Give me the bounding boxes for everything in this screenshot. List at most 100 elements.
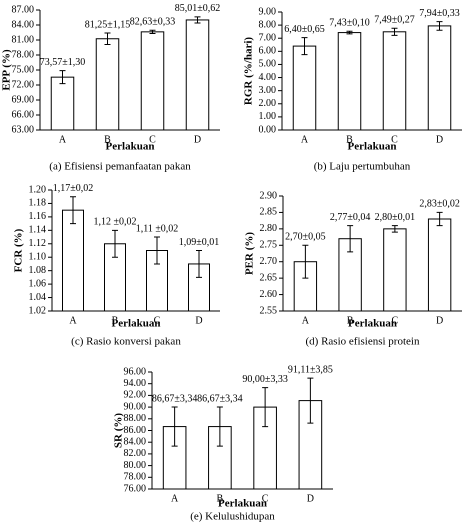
y-tick-label: 7.00	[259, 33, 277, 44]
x-tick-label: B	[104, 134, 111, 145]
value-label: 81,25±1,15	[85, 19, 131, 30]
value-label: 91,11±3,85	[288, 364, 333, 375]
y-axis-title: EPP (%)	[1, 49, 13, 91]
y-tick-label: 81.00	[12, 34, 35, 45]
error-bar	[70, 196, 76, 225]
y-tick-label: 84.00	[124, 436, 147, 447]
error-bar	[149, 29, 156, 34]
bar	[50, 76, 75, 131]
value-label: 82,63±0,33	[130, 16, 176, 27]
x-tick-label: B	[347, 315, 354, 326]
error-bar	[347, 225, 354, 253]
y-tick-label: 78.00	[12, 49, 35, 60]
x-axis-title: Perlakuan	[348, 141, 397, 153]
bar	[337, 32, 362, 131]
y-tick-label: 96.00	[124, 366, 147, 377]
value-label: 7,94±0,33	[419, 8, 460, 19]
y-tick-label: 87.00	[12, 4, 35, 15]
y-axis-title: RGR (%/hari)	[243, 37, 255, 105]
value-label: 86,67±3,34	[152, 393, 198, 404]
y-tick-label: 75.00	[12, 64, 35, 75]
y-tick-label: 4.00	[259, 72, 277, 83]
y-tick-label: 78.00	[124, 472, 147, 483]
y-tick-label: 6.00	[259, 46, 277, 57]
bar	[185, 19, 210, 131]
y-tick-label: 1.14	[29, 225, 47, 236]
y-tick-label: 8.00	[259, 19, 277, 30]
x-tick-label: D	[307, 493, 314, 504]
x-axis-title: Perlakuan	[106, 141, 155, 153]
y-tick-label: 0.00	[259, 124, 277, 135]
y-tick-label: 3.00	[259, 85, 277, 96]
error-bar	[216, 406, 223, 447]
x-tick-label: D	[194, 134, 201, 145]
error-bar	[302, 244, 309, 279]
x-tick-label: A	[59, 134, 67, 145]
caption: (b) Laju pertumbuhan	[314, 161, 411, 173]
y-tick-label: 76.00	[124, 483, 147, 494]
error-bar	[196, 250, 202, 278]
y-tick-label: 84.00	[12, 19, 35, 30]
x-tick-label: D	[436, 315, 443, 326]
error-bar	[194, 16, 201, 24]
value-label: 2,70±0,05	[285, 232, 326, 243]
error-bar	[262, 387, 269, 428]
value-label: 86,67±3,34	[197, 393, 243, 404]
x-tick-label: A	[69, 315, 77, 326]
y-tick-label: 2.00	[259, 98, 277, 109]
error-bar	[391, 225, 398, 233]
error-bar	[154, 236, 160, 265]
y-tick-label: 1.18	[29, 198, 47, 209]
value-label: 90,00±3,33	[242, 374, 288, 385]
y-tick-label: 1.04	[29, 292, 47, 303]
error-bar	[436, 21, 443, 31]
y-tick-label: 69.00	[12, 94, 35, 105]
y-axis-title: SR (%)	[113, 413, 125, 448]
y-tick-label: 1.02	[29, 305, 47, 316]
y-tick-label: 2.70	[260, 256, 278, 267]
error-bar	[346, 30, 353, 35]
value-label: 1,12 ±0,02	[94, 217, 137, 228]
error-bar	[307, 377, 314, 424]
y-tick-label: 92.00	[124, 390, 147, 401]
y-tick-label: 94.00	[124, 378, 147, 389]
bar	[427, 218, 452, 312]
x-tick-label: A	[302, 315, 310, 326]
y-tick-label: 1.06	[29, 278, 47, 289]
value-label: 7,43±0,10	[329, 18, 370, 29]
y-axis-title: FCR (%)	[13, 228, 25, 272]
y-tick-label: 66.00	[12, 109, 35, 120]
y-tick-label: 2.60	[260, 289, 278, 300]
y-tick-label: 72.00	[12, 79, 35, 90]
caption: (a) Efisiensi pemanfaatan pakan	[49, 161, 191, 173]
y-tick-label: 1.16	[29, 211, 47, 222]
value-label: 2,80±0,01	[375, 212, 416, 223]
x-tick-label: D	[195, 315, 202, 326]
bar	[292, 45, 317, 131]
bar	[62, 209, 84, 312]
error-bar	[436, 211, 443, 227]
bar	[382, 31, 407, 131]
x-axis-title: Perlakuan	[348, 318, 397, 330]
y-tick-label: 9.00	[259, 6, 277, 17]
value-label: 1,11 ±0,02	[136, 223, 179, 234]
value-label: 1,09±0,01	[179, 237, 220, 248]
y-tick-label: 1.10	[29, 252, 47, 263]
x-tick-label: B	[112, 315, 119, 326]
x-axis-title: Perlakuan	[218, 498, 267, 510]
y-tick-label: 63.00	[12, 124, 35, 135]
y-tick-label: 80.00	[124, 460, 147, 471]
value-label: 2,77±0,04	[330, 212, 371, 223]
x-tick-label: C	[392, 315, 399, 326]
y-tick-label: 2.80	[260, 223, 278, 234]
x-tick-label: B	[217, 493, 224, 504]
bar	[383, 228, 407, 312]
bar	[95, 38, 120, 131]
caption: (c) Rasio konversi pakan	[71, 336, 181, 348]
value-label: 85,01±0,62	[175, 3, 221, 14]
error-bar	[391, 27, 398, 36]
y-tick-label: 88.00	[124, 413, 147, 424]
value-label: 73,57±1,30	[40, 57, 86, 68]
